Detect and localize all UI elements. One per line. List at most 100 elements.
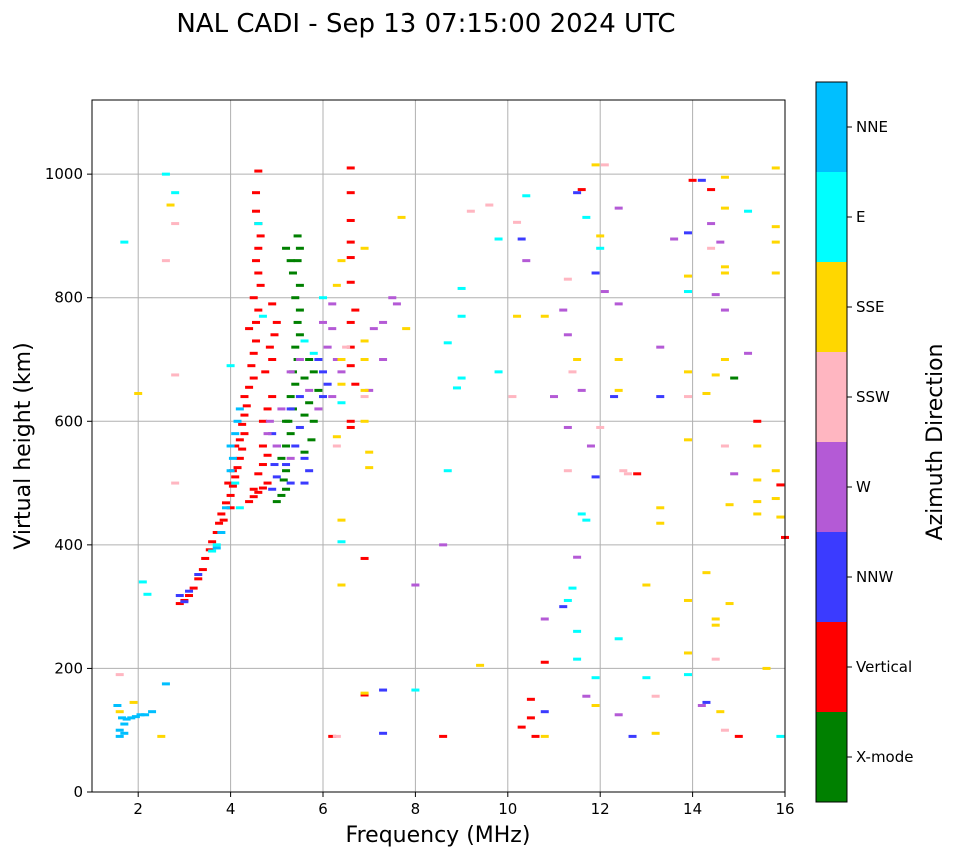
data-point bbox=[337, 518, 346, 522]
data-point bbox=[591, 704, 600, 707]
data-point bbox=[633, 472, 642, 476]
data-point bbox=[307, 438, 316, 442]
data-point bbox=[226, 469, 235, 473]
data-point bbox=[351, 308, 360, 312]
data-point bbox=[212, 531, 221, 534]
data-point bbox=[457, 376, 466, 380]
data-point bbox=[134, 391, 143, 395]
data-point bbox=[711, 657, 720, 661]
data-point bbox=[744, 351, 753, 355]
data-point bbox=[272, 444, 281, 448]
data-point bbox=[720, 444, 729, 448]
data-point bbox=[720, 728, 729, 732]
data-point bbox=[295, 308, 304, 312]
data-point bbox=[258, 314, 267, 318]
data-point bbox=[702, 571, 711, 575]
data-point bbox=[476, 663, 485, 667]
data-point bbox=[670, 237, 679, 241]
data-point bbox=[494, 370, 503, 374]
data-point bbox=[346, 320, 355, 324]
data-point bbox=[531, 734, 540, 738]
data-point bbox=[252, 191, 261, 195]
data-point bbox=[494, 237, 503, 241]
colorbar-tick-label: NNE bbox=[856, 118, 888, 136]
data-point bbox=[563, 333, 572, 337]
data-point bbox=[485, 203, 494, 207]
data-point bbox=[466, 209, 475, 213]
data-point bbox=[272, 475, 281, 479]
data-point bbox=[217, 512, 226, 516]
x-tick-label: 12 bbox=[591, 800, 610, 818]
data-point bbox=[392, 302, 401, 306]
data-point bbox=[261, 370, 270, 374]
data-point bbox=[270, 463, 279, 467]
data-point bbox=[776, 515, 785, 519]
data-point bbox=[656, 506, 665, 510]
data-point bbox=[161, 682, 170, 686]
data-point bbox=[346, 166, 355, 170]
data-point bbox=[771, 497, 780, 501]
data-point bbox=[323, 382, 332, 386]
data-point bbox=[233, 419, 242, 423]
colorbar: X-mode Vertical NNW W SSW SSE E NNE bbox=[815, 81, 913, 803]
colorbar-segment bbox=[816, 442, 847, 532]
data-point bbox=[143, 592, 152, 596]
data-point bbox=[642, 583, 651, 587]
data-point bbox=[771, 240, 780, 244]
data-point bbox=[286, 407, 295, 411]
data-point bbox=[212, 546, 221, 550]
data-point bbox=[697, 178, 706, 182]
data-point bbox=[265, 419, 274, 423]
plot-area: 2 4 6 8 10 12 14 16 0 200 400 600 800 1000 bbox=[45, 99, 795, 818]
data-point bbox=[242, 404, 251, 408]
data-point bbox=[563, 598, 572, 602]
data-point bbox=[360, 339, 369, 343]
data-point bbox=[753, 478, 762, 482]
data-point bbox=[319, 296, 327, 300]
data-point bbox=[365, 388, 374, 392]
data-point bbox=[346, 364, 355, 368]
data-point bbox=[254, 490, 263, 494]
x-tick-label: 14 bbox=[683, 800, 702, 818]
data-point bbox=[208, 549, 217, 553]
data-point bbox=[720, 308, 729, 312]
data-point bbox=[346, 345, 355, 349]
data-point bbox=[224, 481, 233, 485]
data-point bbox=[314, 388, 323, 392]
data-point bbox=[161, 259, 170, 263]
data-point bbox=[688, 178, 697, 182]
data-point bbox=[346, 240, 355, 244]
data-point bbox=[233, 466, 242, 470]
data-point bbox=[596, 425, 605, 429]
data-point bbox=[293, 320, 302, 324]
x-tick-label: 4 bbox=[226, 800, 236, 818]
data-point bbox=[300, 450, 309, 454]
data-point bbox=[360, 358, 369, 361]
data-point bbox=[526, 697, 535, 701]
data-point bbox=[252, 259, 261, 263]
data-point bbox=[288, 271, 297, 275]
data-point bbox=[198, 568, 207, 572]
data-point bbox=[175, 594, 184, 598]
data-point bbox=[268, 395, 277, 399]
data-point bbox=[457, 314, 466, 318]
data-point bbox=[379, 320, 388, 324]
data-point bbox=[346, 256, 355, 260]
data-point bbox=[683, 395, 692, 399]
data-point bbox=[365, 450, 374, 454]
data-point bbox=[277, 493, 286, 497]
data-point bbox=[734, 734, 743, 738]
data-point bbox=[683, 231, 692, 235]
data-point bbox=[711, 373, 720, 377]
data-point bbox=[254, 222, 263, 226]
data-point bbox=[258, 444, 267, 448]
data-point bbox=[379, 688, 388, 692]
data-point bbox=[656, 345, 665, 349]
data-point bbox=[245, 385, 254, 389]
data-point bbox=[582, 694, 591, 698]
data-point bbox=[115, 673, 124, 677]
data-point bbox=[614, 713, 623, 717]
x-axis-label: Frequency (MHz) bbox=[346, 823, 531, 848]
data-point bbox=[284, 419, 293, 423]
data-point bbox=[642, 676, 651, 680]
